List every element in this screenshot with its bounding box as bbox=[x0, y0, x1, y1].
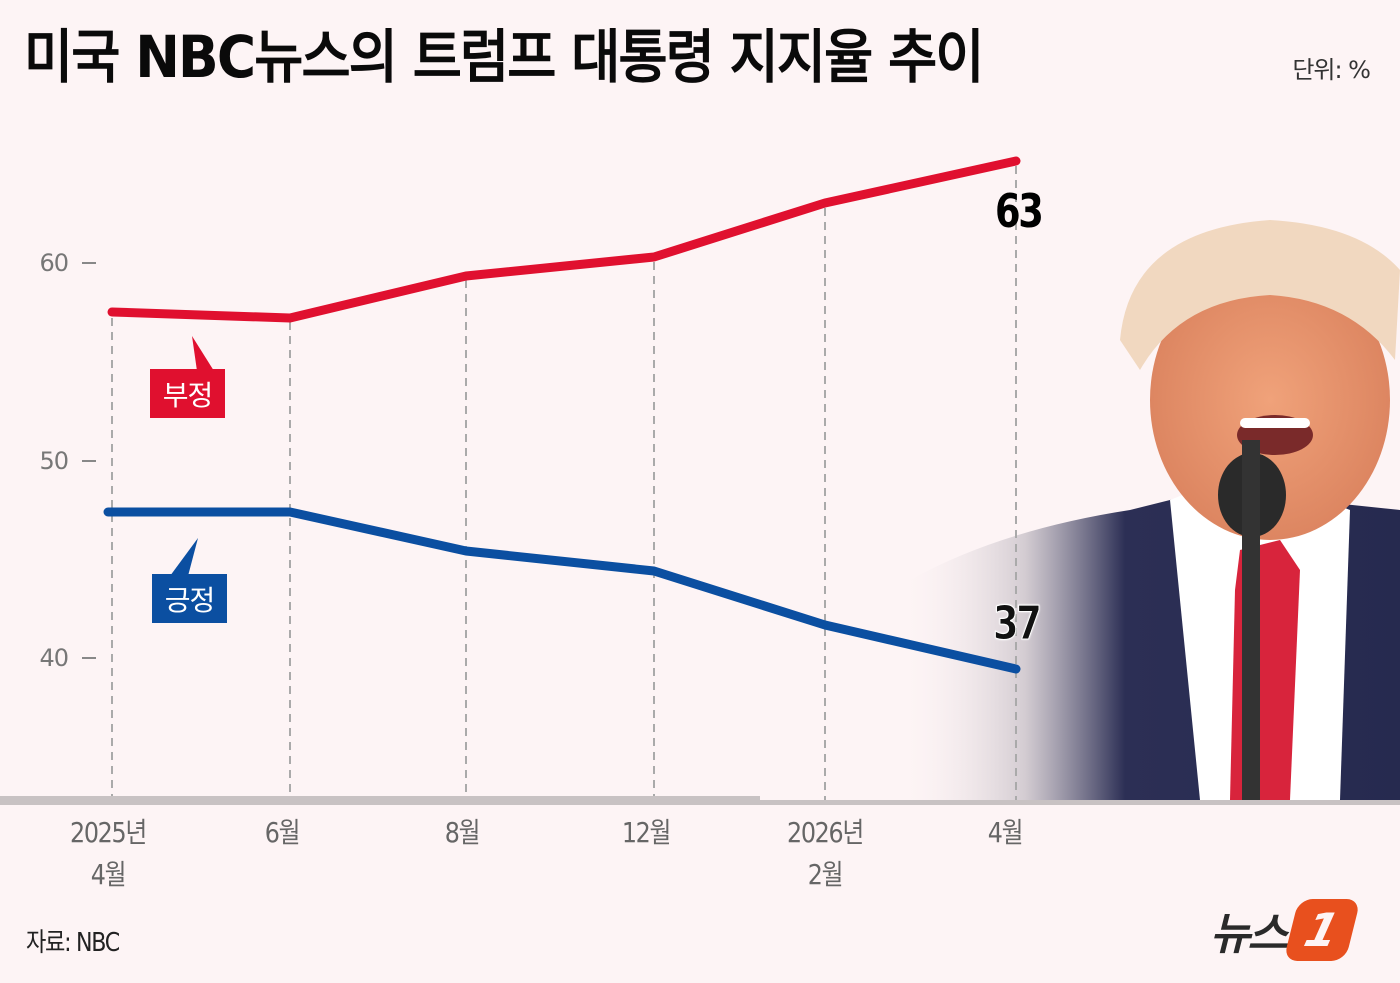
legend-callout-positive: 긍정 bbox=[152, 574, 227, 623]
x-axis bbox=[0, 796, 760, 805]
y-tick-marks bbox=[82, 262, 96, 659]
series-negative-line bbox=[107, 156, 1021, 323]
x-tick-label: 2026년 2월 bbox=[786, 816, 864, 891]
x-tick-label: 4월 bbox=[987, 816, 1024, 849]
y-tick-label: 50 bbox=[39, 447, 69, 475]
news1-logo: 뉴스 1 bbox=[1210, 898, 1361, 962]
gridlines bbox=[111, 166, 1017, 800]
series-positive-line bbox=[103, 507, 1021, 674]
logo-text: 뉴스 bbox=[1210, 909, 1288, 960]
x-tick-label: 12월 bbox=[621, 816, 672, 849]
chart-title: 미국 NBC뉴스의 트럼프 대통령 지지율 추이 bbox=[24, 23, 985, 91]
y-tick-label: 60 bbox=[39, 249, 69, 277]
legend-callout-negative: 부정 bbox=[150, 369, 225, 418]
x-tick-label: 8월 bbox=[444, 816, 481, 849]
callout-pointer-negative bbox=[192, 336, 214, 371]
speaker-photo bbox=[880, 210, 1400, 800]
x-tick-label: 2025년 4월 bbox=[69, 816, 147, 891]
y-tick-label: 40 bbox=[39, 644, 69, 672]
unit-label: 단위: % bbox=[1292, 56, 1371, 84]
end-value-negative: 63 bbox=[995, 184, 1044, 238]
end-value-positive: 37 bbox=[993, 596, 1043, 651]
logo-badge-icon: 1 bbox=[1283, 899, 1361, 961]
x-tick-label: 6월 bbox=[264, 816, 301, 849]
callout-pointer-positive bbox=[170, 538, 198, 576]
source-label: 자료: NBC bbox=[26, 928, 120, 958]
